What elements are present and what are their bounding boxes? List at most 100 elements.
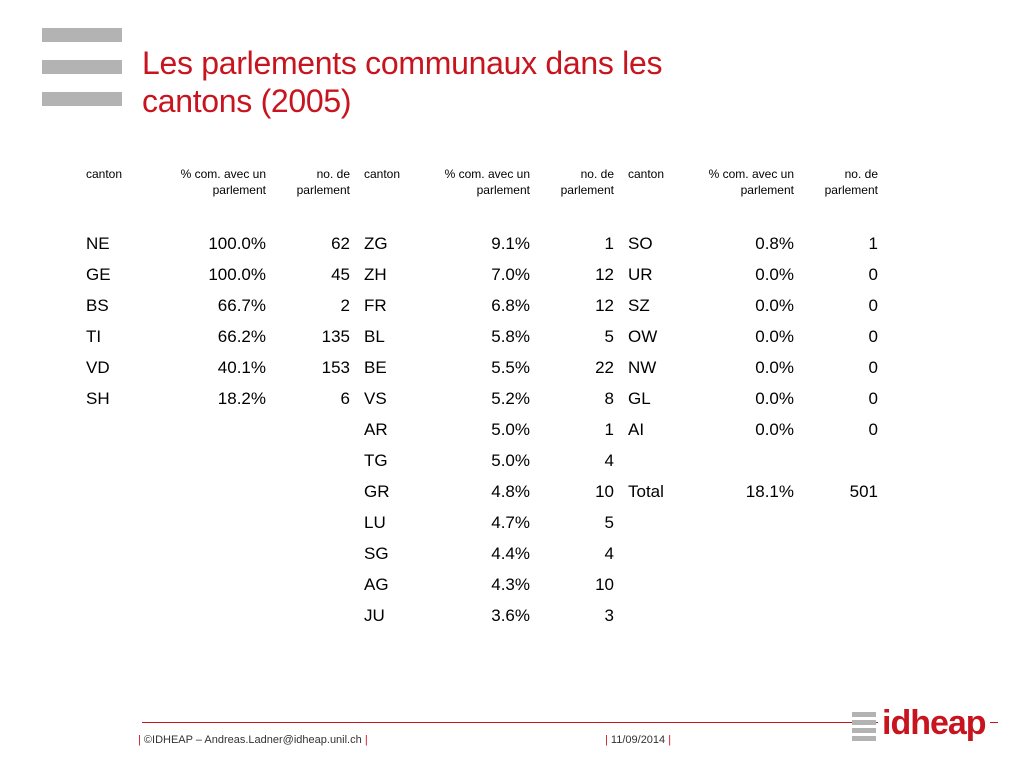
cell-canton [86,420,146,451]
cell-count: 0 [868,265,878,284]
table-row: AR 5.0% 1 AI 0.0% 0 [86,420,878,451]
cell-canton: VD [86,358,110,377]
cell-percent [674,575,794,606]
column-header-percent: % com. avec un parlement [708,167,794,197]
slide-decoration-bars [42,28,122,124]
cell-percent: 5.0% [491,451,530,470]
cell-canton [614,606,674,637]
cell-percent: 0.0% [755,389,794,408]
cell-canton [86,482,146,513]
cell-percent: 18.1% [745,482,794,501]
cell-count: 4 [604,451,614,470]
cell-canton: AI [628,420,645,439]
cell-count [794,544,878,575]
cell-canton [614,513,674,544]
cell-count: 5 [604,327,614,346]
footer-date-text: 11/09/2014 [610,734,666,746]
cell-canton: SH [86,389,110,408]
cell-canton: GL [628,389,651,408]
cell-canton: GR [364,482,390,501]
cell-canton: NW [628,358,657,377]
column-header-canton: canton [364,167,401,181]
cell-canton: SG [364,544,389,563]
cell-canton: AG [364,575,389,594]
column-header-canton: canton [628,167,665,181]
cell-count [266,513,350,544]
column-header-count: no. de parlement [824,167,878,197]
cell-percent: 18.2% [217,389,266,408]
cell-percent: 6.8% [491,296,530,315]
cell-canton: TI [86,327,102,346]
slide-title-line-1: Les parlements communaux dans les [142,45,663,81]
footer-divider [142,722,998,723]
table-row: NE 100.0% 62 ZG 9.1% 1 SO 0.8% 1 [86,234,878,265]
cell-count [266,606,350,637]
cell-percent [146,482,266,513]
cell-count: 0 [868,420,878,439]
cell-percent: 0.0% [755,358,794,377]
cell-count [266,451,350,482]
column-header-count: no. de parlement [560,167,614,197]
cell-canton [86,513,146,544]
cell-count: 10 [595,575,614,594]
cell-count [794,513,878,544]
cell-count: 6 [340,389,350,408]
cell-percent: 0.0% [755,265,794,284]
cell-canton: BL [364,327,385,346]
parliament-table: canton % com. avec un parlement no. de par… [86,166,878,637]
cell-count [266,482,350,513]
slide-title-line-2: cantons (2005) [142,83,352,119]
cell-percent: 4.4% [491,544,530,563]
table-row: TG 5.0% 4 [86,451,878,482]
cell-canton [86,575,146,606]
cell-percent [674,513,794,544]
cell-canton: ZH [364,265,387,284]
table-body: NE 100.0% 62 ZG 9.1% 1 SO 0.8% 1 GE 100.0% 45 ZH 7.0%… [86,234,878,637]
table-row: SH 18.2% 6 VS 5.2% 8 GL 0.0% 0 [86,389,878,420]
table-row: AG 4.3% 10 [86,575,878,606]
logo-stripes [852,712,876,744]
cell-canton: UR [628,265,653,284]
cell-canton: GE [86,265,111,284]
cell-canton: NE [86,234,110,253]
cell-percent: 0.8% [755,234,794,253]
table-header-row: canton % com. avec un parlement no. de par… [86,166,878,234]
idheap-logo: idheap [852,702,990,744]
table-row: VD 40.1% 153 BE 5.5% 22 NW 0.0% 0 [86,358,878,389]
cell-count: 0 [868,389,878,408]
cell-percent [146,606,266,637]
cell-canton: LU [364,513,386,532]
cell-canton [86,606,146,637]
table-row: BS 66.7% 2 FR 6.8% 12 SZ 0.0% 0 [86,296,878,327]
footer-copyright-text: ©IDHEAP – Andreas.Ladner@idheap.unil.ch [143,734,362,746]
cell-count: 12 [595,296,614,315]
cell-percent [146,420,266,451]
logo-wordmark: idheap [878,702,990,744]
cell-percent: 100.0% [208,265,266,284]
cell-canton: TG [364,451,388,470]
cell-count: 135 [321,327,350,346]
cell-count [794,575,878,606]
cell-percent: 5.0% [491,420,530,439]
table-row: GR 4.8% 10 Total 18.1% 501 [86,482,878,513]
cell-percent [674,544,794,575]
cell-canton: SZ [628,296,650,315]
footer-copyright: | ©IDHEAP – Andreas.Ladner@idheap.unil.c… [138,734,368,746]
cell-percent: 9.1% [491,234,530,253]
cell-percent [146,544,266,575]
cell-count [794,606,878,637]
cell-canton: ZG [364,234,388,253]
column-header-percent: % com. avec un parlement [180,167,266,197]
cell-percent [146,513,266,544]
cell-count: 22 [595,358,614,377]
cell-percent: 4.3% [491,575,530,594]
cell-percent: 3.6% [491,606,530,625]
cell-percent: 0.0% [755,327,794,346]
cell-percent [146,575,266,606]
cell-percent: 0.0% [755,420,794,439]
cell-canton [614,575,674,606]
cell-count [266,544,350,575]
cell-canton [614,451,674,482]
cell-canton [86,544,146,575]
cell-percent: 4.8% [491,482,530,501]
